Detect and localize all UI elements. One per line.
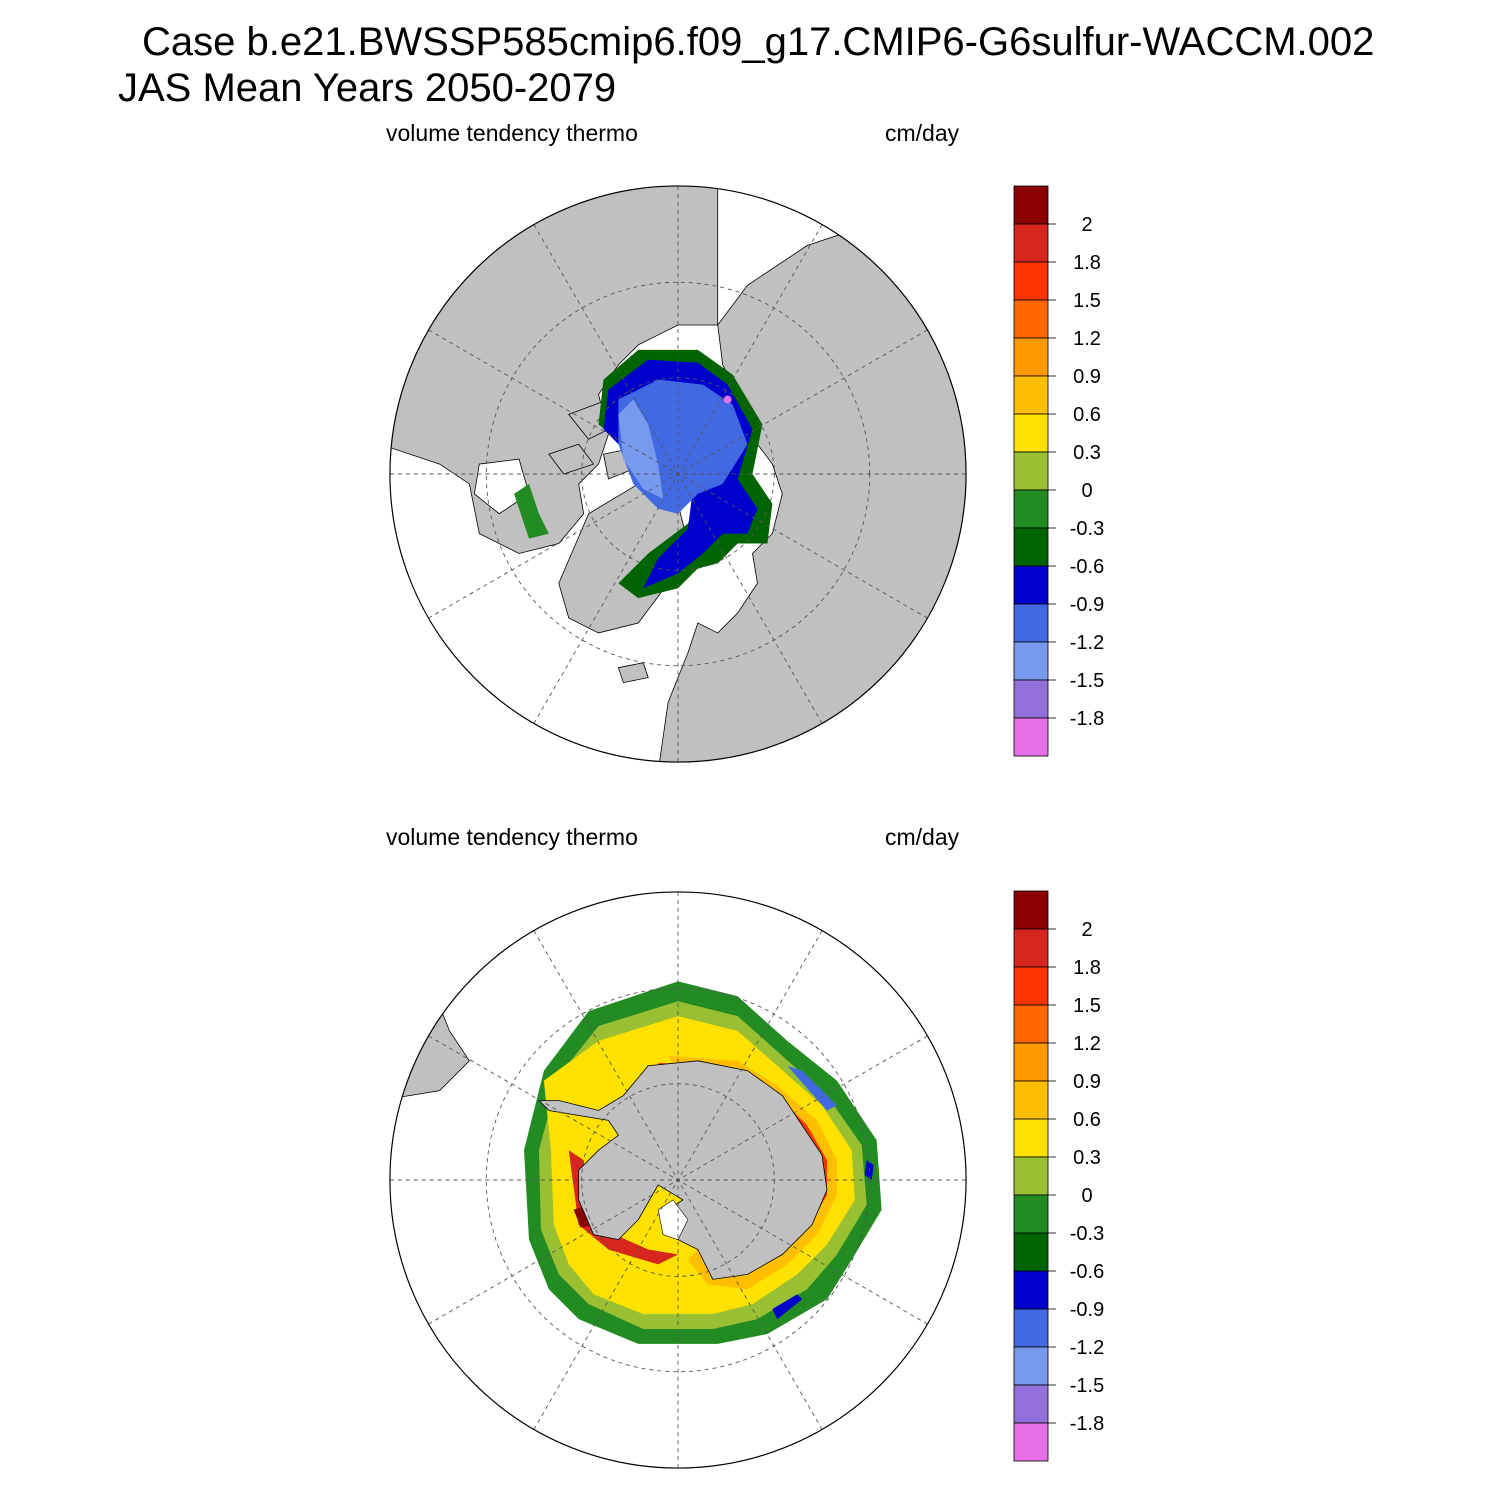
north-colorbar-label-13: -1.8 [1070,708,1104,730]
south-colorbar-box-2 [1013,966,1049,1006]
south-colorbar-label-7: 0 [1081,1185,1092,1207]
south-colorbar: 2 1.8 1.5 1.2 0.9 0.6 0.3 0 -0.3 -0.6 -0.9 -1.2 -1.5… [1013,890,1104,1462]
north-colorbar-box-11 [1013,603,1049,643]
north-meridian-120 [428,329,928,619]
south-colorbar-label-4: 0.9 [1073,1071,1101,1093]
north-colorbar: 2 1.8 1.5 1.2 0.9 0.6 0.3 0 -0.3 -0.6 -0.9 -1.2 -1.5… [1013,185,1104,757]
south-colorbar-label-9: -0.6 [1070,1261,1104,1283]
south-colorbar-label-2: 1.5 [1073,995,1101,1017]
south-map-border [389,891,967,1469]
south-colorbar-box-5 [1013,1080,1049,1120]
south-colorbar-box-11 [1013,1308,1049,1348]
north-ice-edge-green [514,483,549,539]
north-colorbar-box-3 [1013,299,1049,339]
north-land-archipelago-2 [548,443,595,475]
south-colorbar-label-0: 2 [1081,919,1092,941]
north-colorbar-box-4 [1013,337,1049,377]
north-graticule [389,185,967,763]
figure-title-line-2: JAS Mean Years 2050-2079 [118,66,617,110]
north-colorbar-label-10: -0.9 [1070,594,1104,616]
north-colorbar-label-4: 0.9 [1073,366,1101,388]
north-colorbar-label-5: 0.6 [1073,404,1101,426]
south-ice-blue-patch-1 [787,1065,837,1111]
south-colorbar-label-12: -1.5 [1070,1375,1104,1397]
north-colorbar-box-8 [1013,489,1049,529]
south-panel-units-label: cm/day [885,824,960,850]
south-ice-blue-patch-2 [772,1294,803,1320]
south-colorbar-box-0 [1013,890,1049,930]
south-graticule [389,891,967,1469]
south-colorbar-label-13: -1.8 [1070,1413,1104,1435]
north-colorbar-label-3: 1.2 [1073,328,1101,350]
north-polar-map [389,185,967,763]
south-panel-variable-label: volume tendency thermo [386,824,638,850]
north-colorbar-label-12: -1.5 [1070,670,1104,692]
north-colorbar-label-2: 1.5 [1073,290,1101,312]
north-map-border [389,185,967,763]
north-colorbar-label-1: 1.8 [1073,252,1101,274]
north-colorbar-box-13 [1013,679,1049,719]
south-colorbar-box-1 [1013,928,1049,968]
north-colorbar-label-8: -0.3 [1070,518,1104,540]
north-colorbar-box-12 [1013,641,1049,681]
north-colorbar-box-9 [1013,527,1049,567]
north-colorbar-box-5 [1013,375,1049,415]
south-colorbar-box-14 [1013,1422,1049,1462]
north-colorbar-box-10 [1013,565,1049,605]
south-colorbar-label-6: 0.3 [1073,1147,1101,1169]
north-colorbar-box-14 [1013,717,1049,757]
south-colorbar-label-3: 1.2 [1073,1033,1101,1055]
south-ice-shelf [657,1199,689,1240]
south-colorbar-box-8 [1013,1194,1049,1234]
north-colorbar-box-1 [1013,223,1049,263]
south-colorbar-box-6 [1013,1118,1049,1158]
north-ice-band-light-blue [618,399,664,499]
south-colorbar-box-9 [1013,1232,1049,1272]
north-colorbar-label-7: 0 [1081,480,1092,502]
north-colorbar-box-2 [1013,261,1049,301]
south-colorbar-label-10: -0.9 [1070,1299,1104,1321]
south-colorbar-label-11: -1.2 [1070,1337,1104,1359]
south-ice-weddell-red [568,1150,678,1265]
north-colorbar-label-0: 2 [1081,214,1092,236]
south-colorbar-box-4 [1013,1042,1049,1082]
south-polar-map [389,891,967,1469]
south-colorbar-label-5: 0.6 [1073,1109,1101,1131]
south-colorbar-box-12 [1013,1346,1049,1386]
north-colorbar-label-6: 0.3 [1073,442,1101,464]
north-land-iceland [617,662,649,684]
north-colorbar-label-11: -1.2 [1070,632,1104,654]
north-colorbar-box-6 [1013,413,1049,453]
south-colorbar-box-10 [1013,1270,1049,1310]
north-ice-spot-pink [723,395,732,404]
north-colorbar-box-7 [1013,451,1049,491]
north-panel-units-label: cm/day [885,120,960,146]
south-meridian-120 [428,1035,928,1325]
south-colorbar-box-7 [1013,1156,1049,1196]
south-colorbar-label-8: -0.3 [1070,1223,1104,1245]
north-colorbar-box-0 [1013,185,1049,225]
north-panel-variable-label: volume tendency thermo [386,120,638,146]
south-colorbar-label-1: 1.8 [1073,957,1101,979]
north-colorbar-label-9: -0.6 [1070,556,1104,578]
south-colorbar-box-13 [1013,1384,1049,1424]
figure-title-line-1: Case b.e21.BWSSP585cmip6.f09_g17.CMIP6-G… [142,20,1375,64]
south-colorbar-box-3 [1013,1004,1049,1044]
